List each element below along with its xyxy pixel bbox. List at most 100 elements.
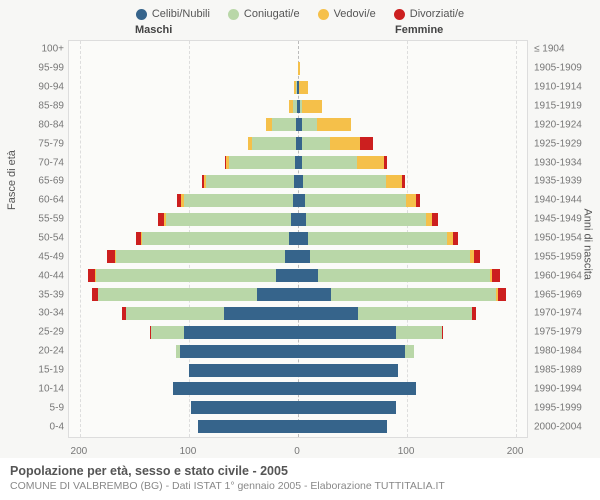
- bar-female: [298, 213, 438, 226]
- bar-segment: [298, 382, 416, 395]
- bar-segment: [474, 250, 481, 263]
- bar-segment: [416, 194, 420, 207]
- pyramid-row: [69, 154, 527, 173]
- bar-segment: [272, 118, 296, 131]
- legend-label: Vedovi/e: [334, 8, 376, 20]
- age-label: 20-24: [38, 346, 64, 357]
- pyramid-container: Celibi/NubiliConiugati/eVedovi/eDivorzia…: [0, 0, 600, 500]
- bar-segment: [98, 288, 256, 301]
- bar-female: [298, 420, 387, 433]
- bar-segment: [285, 250, 298, 263]
- pyramid-row: [69, 173, 527, 192]
- axis-left-title: Fasce di età: [6, 150, 18, 210]
- bar-segment: [191, 401, 298, 414]
- bar-male: [202, 175, 298, 188]
- bar-female: [298, 81, 308, 94]
- year-label: 1955-1959: [534, 251, 582, 262]
- bar-female: [298, 345, 414, 358]
- bar-segment: [498, 288, 507, 301]
- legend-swatch: [318, 9, 329, 20]
- bar-segment: [302, 100, 322, 113]
- bar-segment: [305, 194, 406, 207]
- bar-segment: [126, 307, 224, 320]
- x-tick: 100: [180, 446, 197, 457]
- legend: Celibi/NubiliConiugati/eVedovi/eDivorzia…: [0, 0, 600, 24]
- footer-sub: COMUNE DI VALBREMBO (BG) - Dati ISTAT 1°…: [10, 480, 590, 492]
- legend-swatch: [394, 9, 405, 20]
- year-label: 1970-1974: [534, 308, 582, 319]
- pyramid-row: [69, 418, 527, 437]
- pyramid-row: [69, 98, 527, 117]
- bar-segment: [432, 213, 437, 226]
- bar-male: [176, 345, 298, 358]
- bar-segment: [88, 269, 96, 282]
- bar-segment: [116, 250, 285, 263]
- bar-segment: [298, 213, 306, 226]
- age-label: 35-39: [38, 289, 64, 300]
- bar-segment: [206, 175, 293, 188]
- bar-segment: [276, 269, 298, 282]
- bar-segment: [298, 288, 331, 301]
- bar-segment: [184, 194, 293, 207]
- age-label: 0-4: [50, 421, 64, 432]
- year-label: 1940-1944: [534, 195, 582, 206]
- year-axis: ≤ 19041905-19091910-19141915-19191920-19…: [528, 40, 596, 438]
- year-label: 1990-1994: [534, 383, 582, 394]
- bar-segment: [330, 137, 361, 150]
- age-label: 70-74: [38, 157, 64, 168]
- bar-segment: [318, 269, 490, 282]
- age-label: 75-79: [38, 138, 64, 149]
- bar-segment: [402, 175, 405, 188]
- legend-swatch: [136, 9, 147, 20]
- age-label: 80-84: [38, 119, 64, 130]
- bar-male: [107, 250, 298, 263]
- bar-segment: [184, 326, 299, 339]
- age-label: 60-64: [38, 195, 64, 206]
- year-label: 1925-1929: [534, 138, 582, 149]
- year-label: 1950-1954: [534, 233, 582, 244]
- pyramid-row: [69, 211, 527, 230]
- bar-female: [298, 100, 322, 113]
- bar-segment: [492, 269, 500, 282]
- bar-segment: [299, 81, 308, 94]
- legend-label: Divorziati/e: [410, 8, 464, 20]
- bar-segment: [257, 288, 298, 301]
- legend-label: Celibi/Nubili: [152, 8, 210, 20]
- bar-segment: [142, 232, 289, 245]
- bar-segment: [298, 364, 398, 377]
- bar-segment: [298, 420, 387, 433]
- year-label: 2000-2004: [534, 421, 582, 432]
- bar-segment: [453, 232, 458, 245]
- bar-segment: [151, 326, 184, 339]
- bar-male: [177, 194, 298, 207]
- age-label: 50-54: [38, 233, 64, 244]
- bar-male: [191, 401, 298, 414]
- bar-segment: [224, 307, 298, 320]
- bar-segment: [405, 345, 414, 358]
- bar-segment: [406, 194, 416, 207]
- bar-male: [173, 382, 298, 395]
- age-label: 5-9: [50, 402, 64, 413]
- bar-segment: [358, 307, 473, 320]
- bar-segment: [96, 269, 276, 282]
- pyramid-row: [69, 343, 527, 362]
- bar-female: [298, 62, 300, 75]
- x-tick: 200: [507, 446, 524, 457]
- bar-segment: [302, 137, 329, 150]
- bar-segment: [298, 62, 300, 75]
- year-label: 1930-1934: [534, 157, 582, 168]
- bar-female: [298, 118, 351, 131]
- age-label: 95-99: [38, 63, 64, 74]
- bar-male: [92, 288, 298, 301]
- bar-female: [298, 288, 506, 301]
- year-label: ≤ 1904: [534, 44, 565, 55]
- bar-segment: [298, 326, 396, 339]
- bar-female: [298, 307, 476, 320]
- footer-title: Popolazione per età, sesso e stato civil…: [10, 464, 590, 478]
- bar-female: [298, 194, 420, 207]
- pyramid-row: [69, 267, 527, 286]
- bar-male: [248, 137, 298, 150]
- age-label: 100+: [41, 44, 64, 55]
- legend-swatch: [228, 9, 239, 20]
- bar-segment: [386, 175, 401, 188]
